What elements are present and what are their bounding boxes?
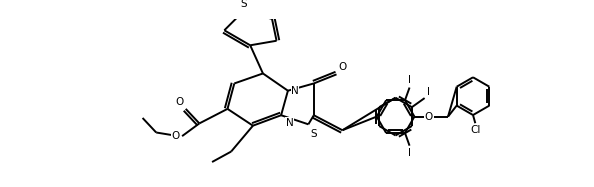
Text: O: O — [339, 62, 347, 72]
Text: I: I — [408, 148, 411, 158]
Text: O: O — [425, 112, 433, 122]
Polygon shape — [377, 100, 415, 133]
Text: I: I — [427, 87, 430, 97]
Text: N: N — [286, 117, 293, 128]
Text: Cl: Cl — [470, 125, 481, 135]
Text: O: O — [172, 131, 180, 141]
Text: N: N — [291, 86, 299, 96]
Text: S: S — [311, 129, 317, 139]
Text: O: O — [175, 97, 184, 107]
Text: I: I — [408, 75, 411, 85]
Text: S: S — [241, 0, 247, 8]
